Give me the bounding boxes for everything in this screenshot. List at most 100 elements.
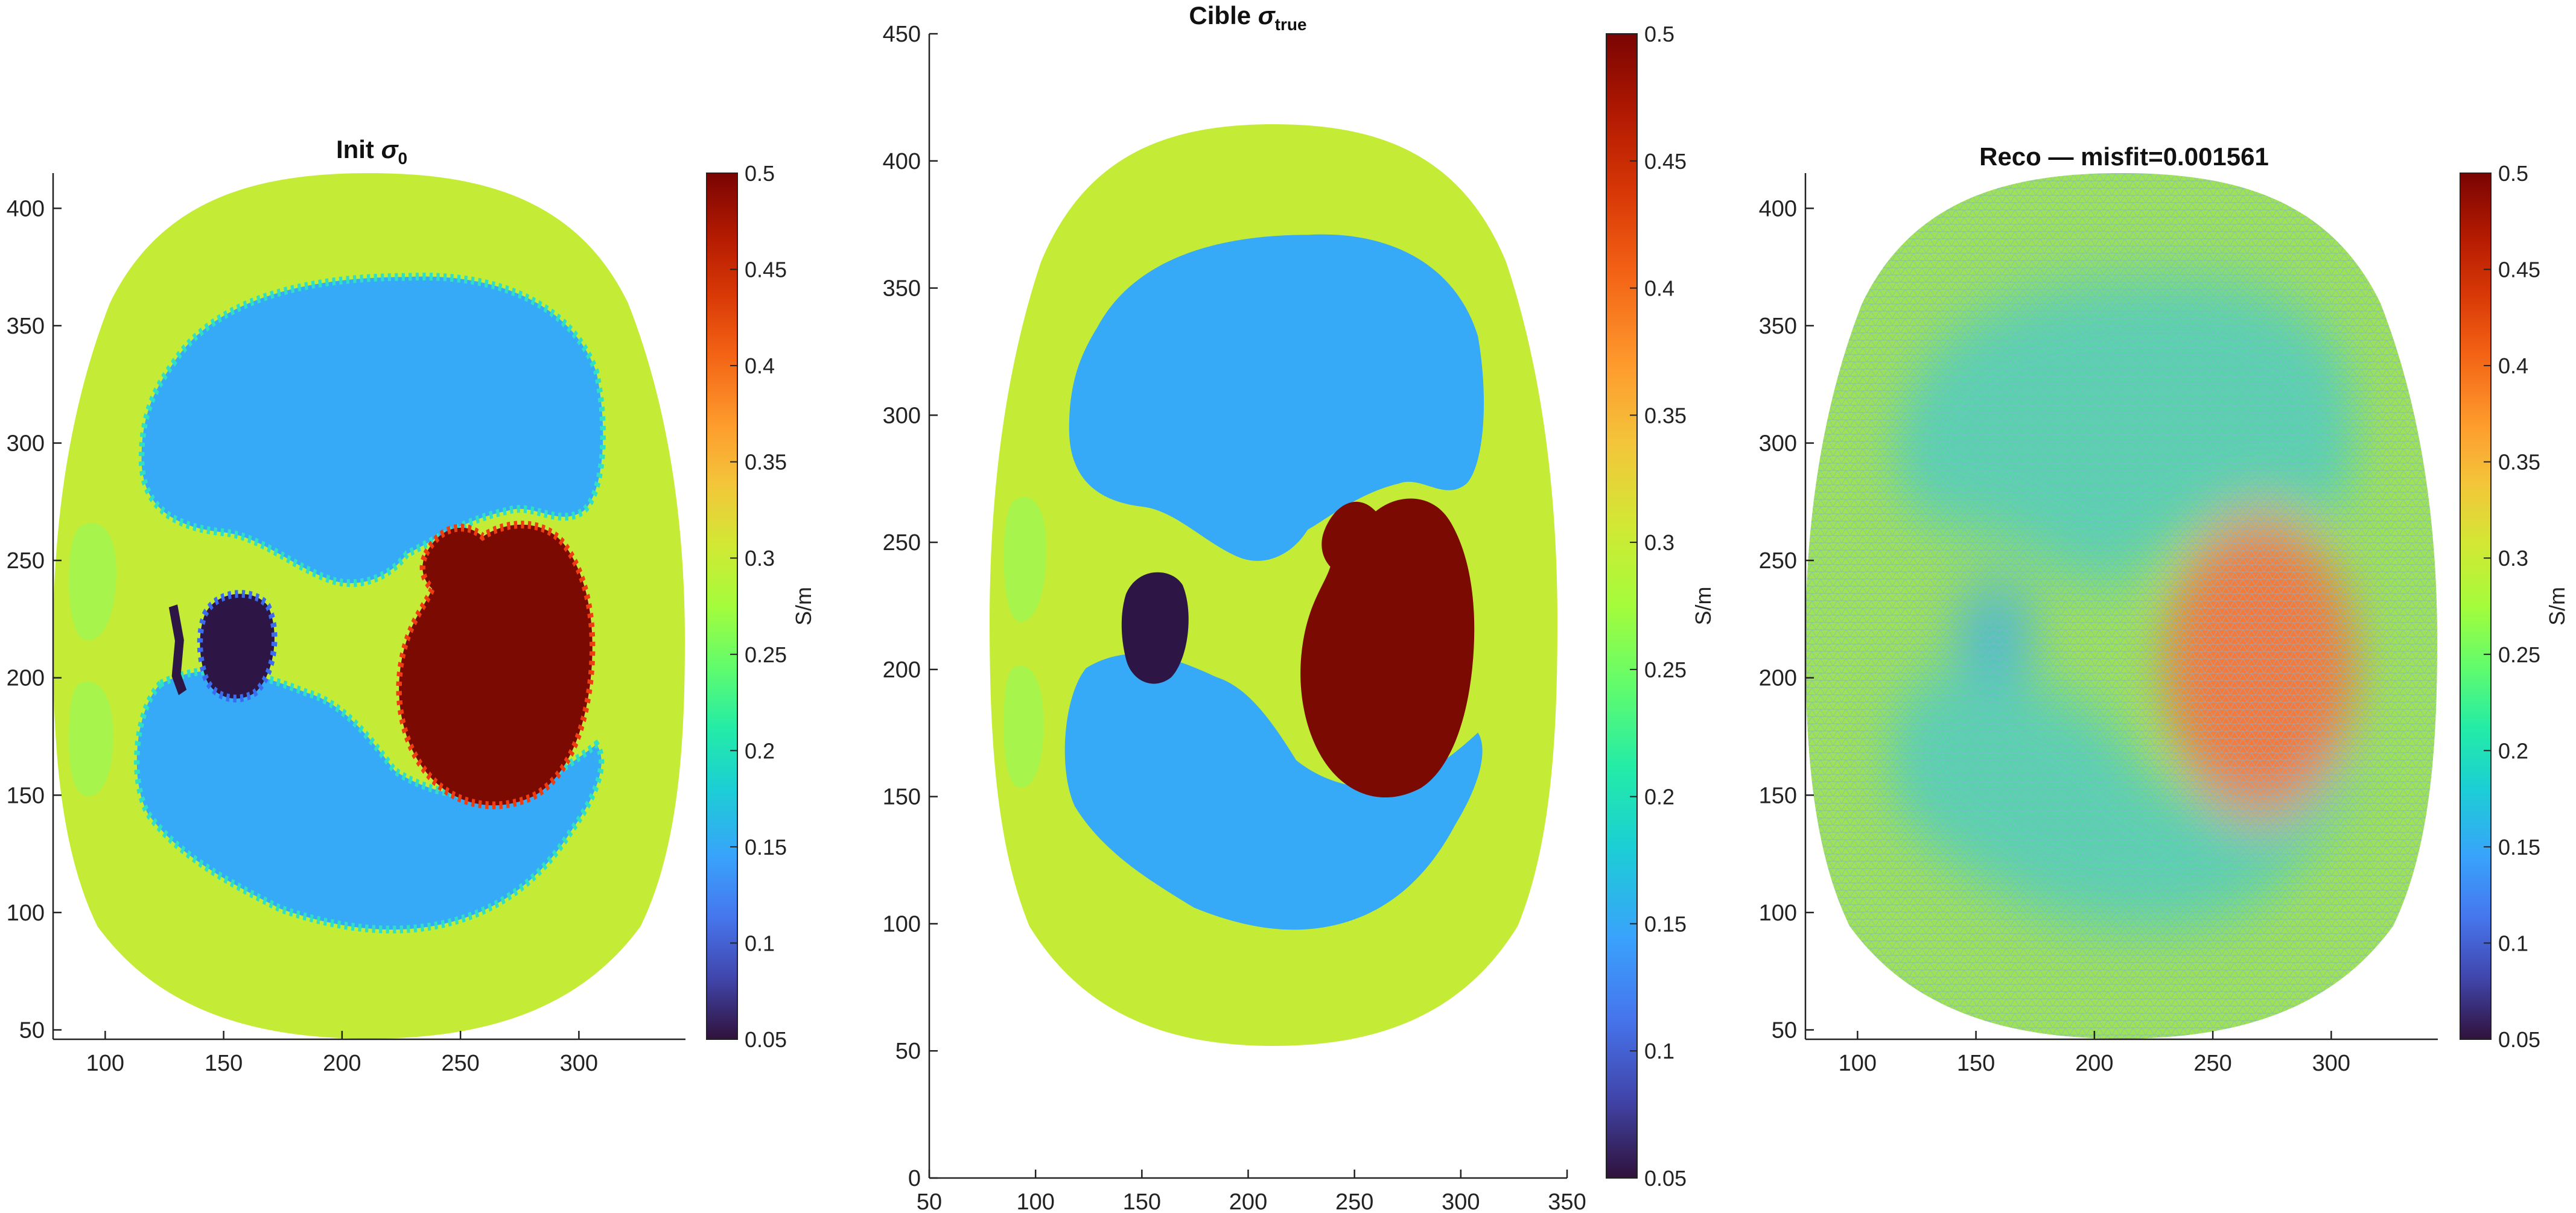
colorbar-tick-label: 0.4 [2498, 353, 2528, 378]
y-tick-label: 100 [7, 901, 45, 926]
x-tick-label: 150 [205, 1051, 243, 1076]
colorbar-tick-label: 0.3 [1644, 530, 1674, 555]
y-tick-label: 250 [883, 530, 921, 556]
colorbar-frame [706, 173, 738, 1040]
colorbar-tick-label: 0.4 [1644, 276, 1674, 301]
plot-title: Reco — misfit=0.001561 [1979, 142, 2269, 171]
side-oval [1003, 665, 1044, 788]
colorbar-tick-label: 0.1 [1644, 1039, 1674, 1063]
y-tick-label: 400 [7, 196, 45, 221]
plot-init: 100 150 200 250 300 50 100 150 200 250 300 350 400 I… [7, 135, 685, 1076]
colorbar-tick-label: 0.15 [1644, 911, 1687, 936]
y-tick-label: 400 [1759, 196, 1797, 221]
plot-area [53, 173, 685, 1039]
x-tick-label: 250 [441, 1051, 479, 1076]
colorbar-gradient [2460, 173, 2491, 1039]
colorbar-tick-label: 0.35 [2498, 450, 2540, 475]
colorbar-tick-label: 0.45 [2498, 258, 2540, 282]
x-tick-label: 200 [1229, 1189, 1267, 1213]
y-tick-label: 200 [883, 657, 921, 683]
colorbar-tick-label: 0.1 [2498, 931, 2528, 955]
colorbar-tick-label: 0.2 [1644, 785, 1674, 809]
colorbar-tick-label: 0.25 [2498, 642, 2540, 667]
heart [399, 525, 593, 805]
y-tick-label: 200 [7, 666, 45, 691]
colorbar-tick-label: 0.45 [1644, 149, 1687, 174]
vessel-detail [168, 604, 187, 695]
y-tick-label: 200 [1759, 666, 1797, 691]
colorbar-tick-label: 0.3 [2498, 546, 2528, 571]
axes-reco: 100 150 200 250 300 50 100 150 200 250 300 350 400 [1759, 173, 2438, 1076]
plot-cible: 50 100 150 200 250 300 35005010015020025030035… [883, 1, 1586, 1213]
colorbar-tick-label: 0.35 [1644, 403, 1687, 428]
plot-area [990, 124, 1557, 1046]
colorbar-label: S/m [791, 587, 816, 626]
y-tick-label: 450 [883, 22, 921, 47]
x-tick-label: 150 [1123, 1189, 1161, 1213]
x-tick-label: 100 [1839, 1051, 1877, 1076]
colorbar-tick-label: 0.05 [2498, 1027, 2540, 1052]
colorbar-tick-label: 0.05 [745, 1027, 787, 1052]
y-tick-label: 350 [883, 276, 921, 302]
x-tick-label: 300 [2312, 1051, 2350, 1076]
axes-init: 100 150 200 250 300 50 100 150 200 250 300 350 400 [7, 173, 685, 1076]
colorbar-gradient [1606, 34, 1637, 1178]
x-tick-label: 250 [2193, 1051, 2231, 1076]
colorbar-tick-label: 0.15 [745, 835, 787, 860]
colorbar-tick-label: 0.4 [745, 353, 775, 378]
x-tick-label: 100 [1016, 1189, 1054, 1213]
axes-cible: 50 100 150 200 250 300 35005010015020025030035… [883, 22, 1586, 1213]
colorbar-cible: 0.5 0.45 0.4 0.35 0.3 0.25 0.2 0.15 0.1 0.05 S/m [1606, 22, 1716, 1191]
colorbar-frame [1606, 33, 1638, 1179]
colorbar-reco: 0.5 0.45 0.4 0.35 0.3 0.25 0.2 0.15 0.1 0.05 S/m [2460, 161, 2569, 1052]
colorbar-tick-label: 0.5 [745, 161, 775, 186]
colorbar-init: 0.5 0.45 0.4 0.35 0.3 0.25 0.2 0.15 0.1 0.05 S/m [706, 161, 816, 1052]
colorbar-gradient [707, 173, 737, 1039]
x-tick-label: 300 [1442, 1189, 1480, 1213]
x-tick-label: 250 [1335, 1189, 1373, 1213]
y-tick-label: 350 [7, 314, 45, 339]
y-tick-label: 400 [883, 149, 921, 174]
plot-area [1805, 173, 2437, 1039]
x-tick-label: 200 [2075, 1051, 2113, 1076]
y-tick-label: 300 [1759, 431, 1797, 457]
plot-title: Cible σtrue [1189, 1, 1306, 34]
x-tick-label: 100 [86, 1051, 124, 1076]
plot-title: Init σ0 [336, 135, 407, 168]
colorbar-tick-label: 0.5 [1644, 22, 1674, 46]
x-tick-label: 200 [323, 1051, 361, 1076]
colorbar-label: S/m [2545, 587, 2569, 626]
colorbar-tick-label: 0.05 [1644, 1166, 1687, 1191]
y-tick-label: 150 [7, 783, 45, 808]
colorbar-label: S/m [1691, 586, 1716, 625]
heart [1300, 498, 1475, 798]
colorbar-tick-label: 0.2 [2498, 738, 2528, 763]
colorbar-tick-label: 0.45 [745, 258, 787, 282]
y-tick-label: 350 [1759, 314, 1797, 339]
colorbar-tick-label: 0.35 [745, 450, 787, 475]
y-tick-label: 50 [19, 1018, 45, 1043]
x-tick-label: 150 [1957, 1051, 1995, 1076]
y-tick-label: 0 [908, 1166, 921, 1191]
y-tick-label: 150 [883, 785, 921, 810]
y-tick-label: 100 [1759, 901, 1797, 926]
colorbar-tick-label: 0.1 [745, 931, 775, 955]
colorbar-tick-label: 0.5 [2498, 161, 2528, 186]
colorbar-tick-label: 0.15 [2498, 835, 2540, 860]
y-tick-label: 300 [7, 431, 45, 457]
colorbar-frame [2460, 173, 2492, 1040]
colorbar-tick-label: 0.3 [745, 546, 775, 571]
y-tick-label: 50 [1772, 1018, 1797, 1043]
y-tick-label: 50 [895, 1039, 921, 1064]
y-tick-label: 100 [883, 911, 921, 937]
x-tick-label: 50 [917, 1189, 942, 1213]
y-tick-label: 300 [883, 403, 921, 428]
y-tick-label: 250 [7, 548, 45, 574]
colorbar-tick-label: 0.25 [1644, 657, 1687, 682]
side-oval [69, 682, 113, 797]
x-tick-label: 350 [1548, 1189, 1586, 1213]
y-tick-label: 150 [1759, 783, 1797, 808]
plot-reco: 100 150 200 250 300 50 100 150 200 250 300 350 400 R… [1759, 142, 2438, 1076]
colorbar-tick-label: 0.2 [745, 738, 775, 763]
